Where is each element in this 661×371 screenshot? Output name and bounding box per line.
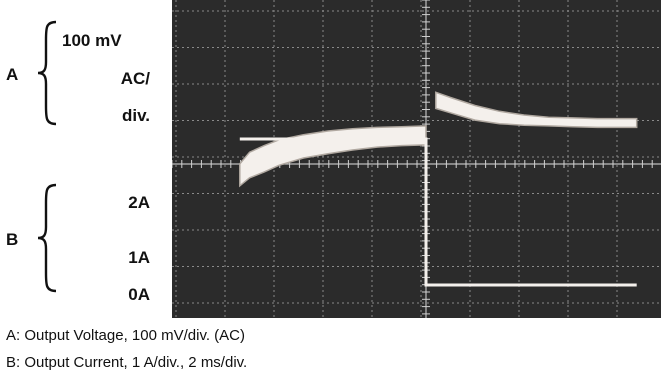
- label-b-top: 2A: [128, 193, 150, 212]
- label-b-letter: B: [6, 230, 19, 249]
- caption-output-current: B: Output Current, 1 A/div., 2 ms/div.: [6, 354, 248, 371]
- brace-a: [37, 20, 57, 126]
- label-b-mid: 1A: [128, 248, 150, 267]
- brace-b: [37, 183, 57, 293]
- label-a-line1: 100 mV: [62, 31, 122, 50]
- label-a-line3: div.: [121, 106, 150, 125]
- label-a-line2: AC/: [120, 69, 150, 88]
- oscilloscope-screen: [172, 0, 661, 318]
- series-a-band-after-step: [435, 91, 638, 129]
- series-b-current-line: [239, 137, 637, 287]
- caption-output-voltage: A: Output Voltage, 100 mV/div. (AC): [6, 327, 246, 344]
- label-b-bottom: 0A: [128, 285, 150, 304]
- label-a-letter: A: [6, 65, 19, 84]
